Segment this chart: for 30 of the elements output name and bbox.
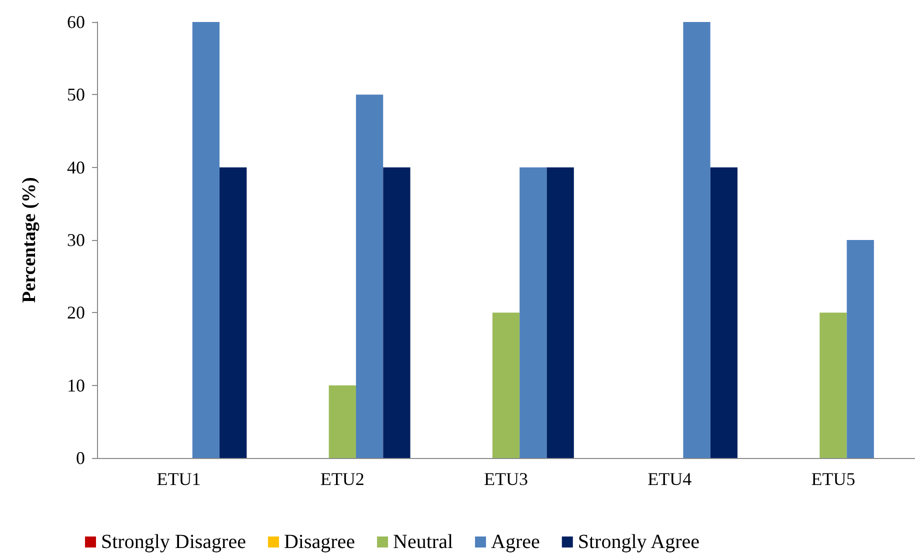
legend-label: Disagree: [284, 531, 356, 553]
bar: [520, 167, 547, 458]
x-tick-label: ETU5: [811, 469, 856, 489]
bar: [710, 167, 738, 458]
bar: [192, 22, 220, 458]
bar: [220, 167, 247, 458]
legend-label: Strongly Agree: [578, 531, 700, 553]
bar: [820, 312, 847, 458]
x-tick-label: ETU3: [484, 469, 528, 489]
bar: [328, 385, 356, 458]
y-tick-label: 30: [67, 230, 85, 250]
bar: [546, 167, 574, 458]
y-axis-title: Percentage (%): [19, 177, 40, 303]
bar: [492, 312, 520, 458]
bar: [356, 94, 384, 458]
x-tick-label: ETU4: [648, 469, 692, 489]
y-tick-label: 0: [76, 448, 85, 468]
x-tick-label: ETU1: [156, 469, 201, 489]
bar: [846, 240, 874, 458]
legend-label: Agree: [491, 531, 540, 553]
legend-label: Strongly Disagree: [101, 531, 246, 553]
legend-label: Neutral: [393, 531, 454, 553]
y-tick-label: 60: [67, 12, 85, 32]
y-tick-label: 20: [67, 302, 85, 323]
y-tick-label: 10: [67, 375, 85, 396]
x-tick-label: ETU2: [320, 469, 364, 489]
y-tick-label: 40: [67, 157, 85, 178]
y-tick-label: 50: [67, 84, 85, 105]
bar: [683, 22, 710, 458]
bar: [383, 167, 410, 458]
